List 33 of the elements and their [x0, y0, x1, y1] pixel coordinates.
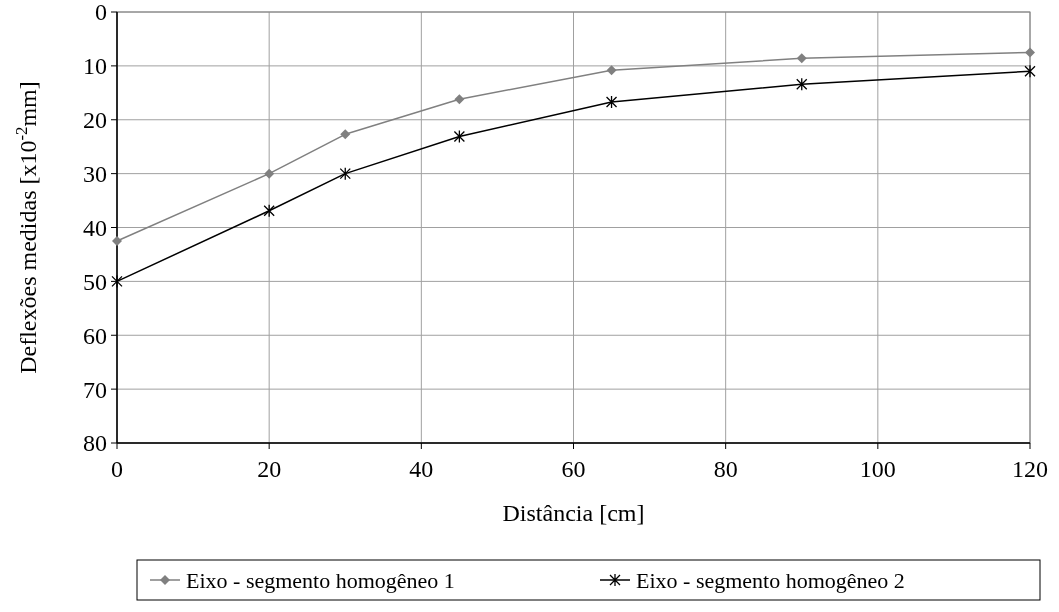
x-tick-label: 20: [257, 456, 282, 482]
point: [1025, 47, 1035, 58]
point: [605, 95, 618, 109]
point: [606, 65, 617, 76]
point: [340, 129, 351, 140]
x-axis-title: Distância [cm]: [502, 500, 645, 526]
point: [339, 166, 351, 181]
y-tick-label: 40: [83, 214, 107, 241]
x-tick-label: 80: [713, 456, 738, 482]
y-tick-label: 70: [83, 376, 107, 403]
point: [264, 168, 275, 179]
y-tick-label: 80: [83, 430, 107, 457]
point: [111, 274, 123, 289]
y-tick-label: 0: [95, 0, 107, 26]
legend-label: Eixo - segmento homogêneo 2: [636, 567, 905, 593]
y-tick-label: 30: [83, 161, 107, 188]
point: [263, 204, 275, 218]
x-tick-label: 120: [1012, 456, 1048, 482]
point: [454, 94, 465, 105]
y-tick-label: 10: [83, 53, 107, 80]
point: [453, 129, 466, 144]
x-tick-label: 0: [111, 456, 123, 482]
y-tick-label: 20: [83, 107, 107, 134]
x-tick-label: 40: [409, 456, 434, 482]
point: [112, 235, 122, 246]
point: [1024, 64, 1036, 78]
point: [796, 53, 807, 64]
legend-label: Eixo - segmento homogêneo 1: [186, 567, 455, 593]
y-tick-label: 60: [83, 322, 107, 349]
x-tick-label: 60: [561, 456, 586, 482]
point: [796, 77, 808, 91]
x-tick-label: 100: [859, 456, 896, 482]
y-tick-label: 50: [83, 268, 107, 295]
